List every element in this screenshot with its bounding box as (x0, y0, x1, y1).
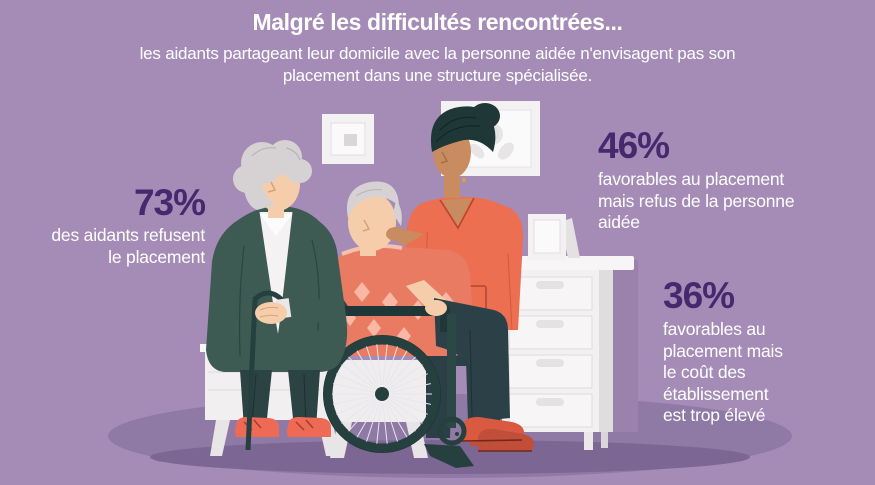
stat-label-line: placement mais (663, 340, 783, 361)
stat-value-46: 46% (598, 125, 670, 166)
gray-hair (233, 140, 312, 210)
subtitle-line-1: les aidants partageant leur domicile ave… (139, 44, 736, 63)
page-subtitle: les aidants partageant leur domicile ave… (88, 43, 788, 86)
stat-label-line: favorables au placement (598, 169, 785, 189)
subtitle-line-2: placement dans une structure spécialisée… (282, 65, 593, 85)
man-hand-on-armrest (425, 300, 447, 316)
nurse-hand (386, 227, 424, 246)
man-in-wheelchair (330, 181, 535, 452)
stat-label-line: favorables au (663, 319, 766, 339)
header: Malgré les difficultés rencontrées... le… (0, 9, 875, 86)
stat-label-46: favorables au placement mais refus de la… (598, 169, 875, 234)
stat-block-cost-too-high: 36% favorables au placement mais le coût… (663, 277, 853, 427)
stat-label-73: des aidants refusent le placement (0, 225, 205, 268)
stat-block-refuse-placement: 73% des aidants refusent le placement (0, 182, 206, 268)
stat-label-line: le placement (108, 246, 205, 267)
stat-label-line: mais refus de la personne (598, 190, 795, 211)
elderly-woman (206, 140, 348, 451)
stat-value-36: 36% (663, 275, 735, 316)
cane-handle (252, 290, 284, 302)
stat-block-person-refuses: 46% favorables au placement mais refus d… (598, 127, 875, 234)
page-title: Malgré les difficultés rencontrées... (252, 9, 623, 35)
stat-label-line: des aidants refusent (51, 225, 205, 245)
wall-frame-small (322, 114, 374, 164)
stat-label-36: favorables au placement mais le coût des… (663, 319, 853, 427)
stat-label-line: est trop élevé (663, 405, 766, 425)
stat-label-line: établissement (663, 383, 769, 404)
stat-label-line: le coût des (663, 362, 746, 382)
cane-shaft (245, 299, 258, 451)
stat-value-73: 73% (133, 182, 206, 223)
wheel-spokes (332, 344, 432, 444)
dresser-photo-frame (528, 214, 580, 260)
stat-label-line: aidée (598, 212, 640, 232)
